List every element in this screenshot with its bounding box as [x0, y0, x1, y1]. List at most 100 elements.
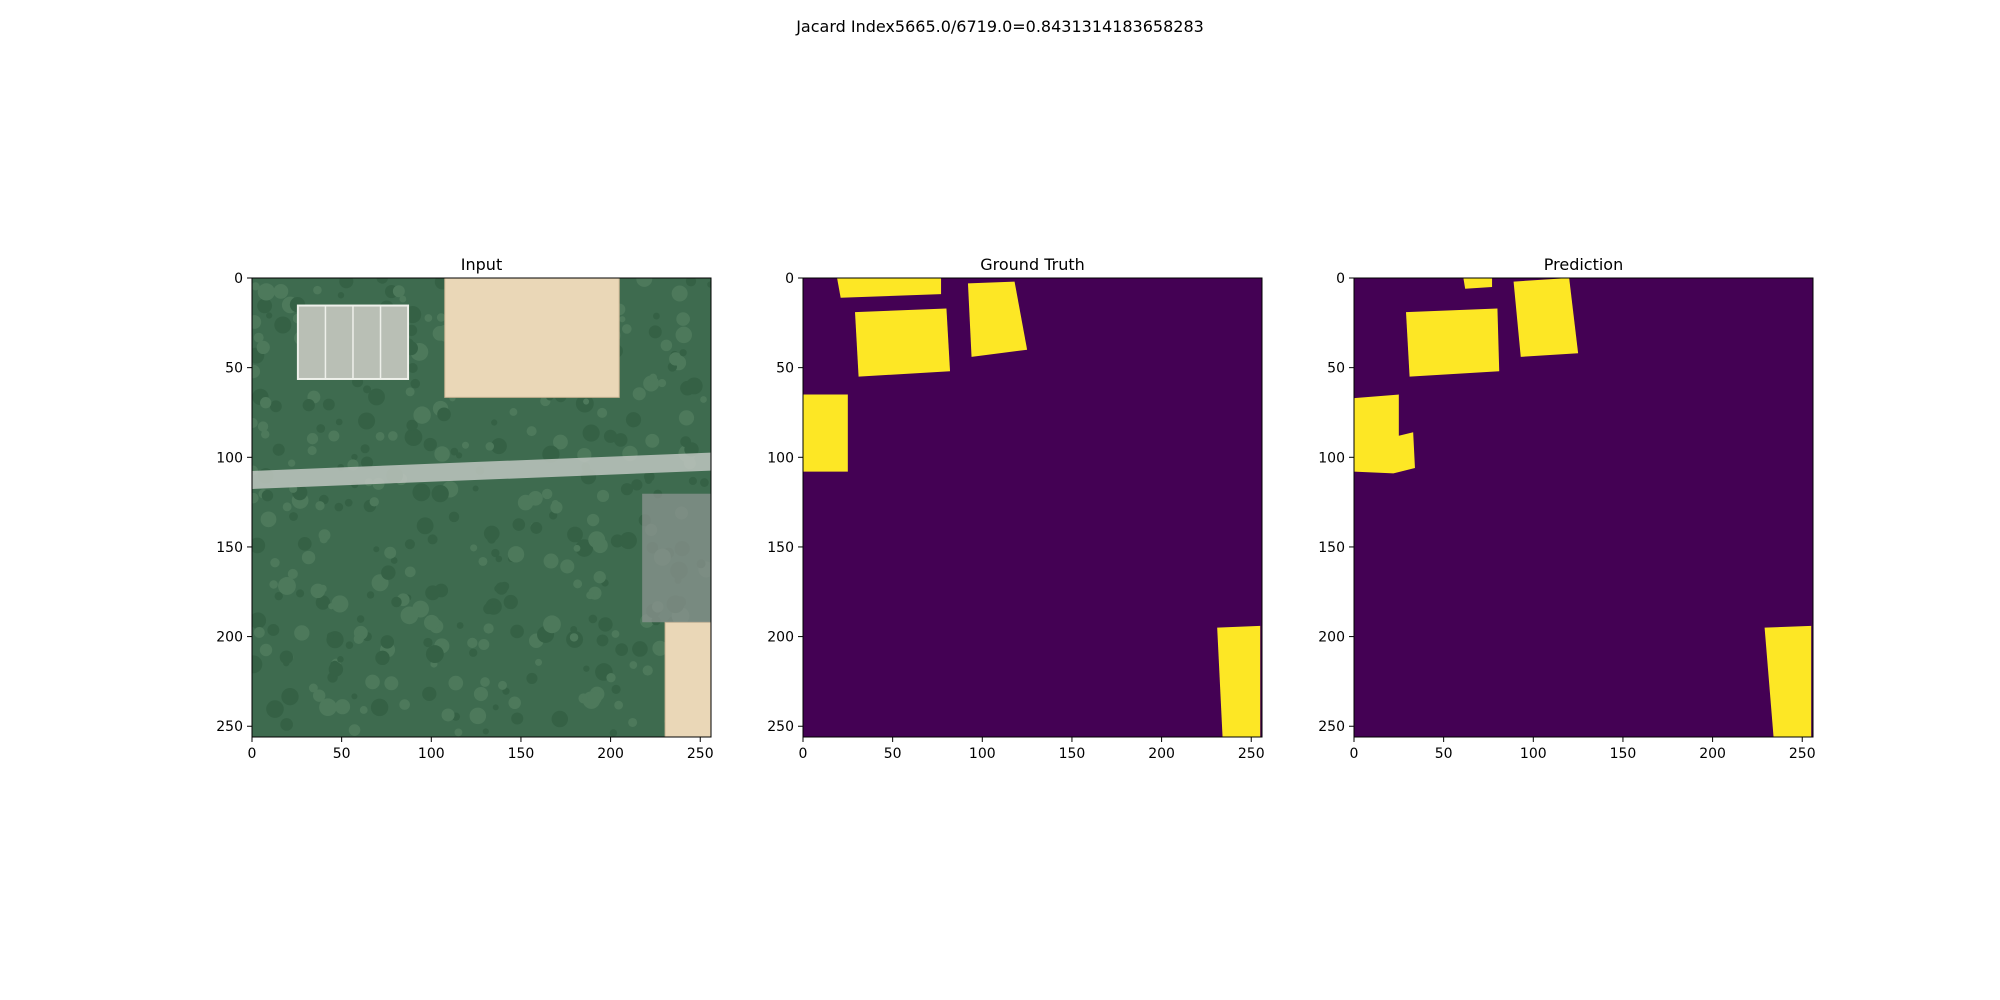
foliage-blob [252, 315, 262, 329]
foliage-blob [331, 595, 349, 613]
building-mask [1354, 394, 1415, 474]
foliage-blob [404, 428, 423, 447]
foliage-blob [392, 285, 405, 298]
foliage-blob [423, 637, 433, 648]
foliage-blob [388, 431, 398, 441]
foliage-blob [307, 446, 317, 456]
foliage-blob [253, 332, 264, 343]
x-tick-label: 100 [418, 746, 445, 762]
panel-prediction-axes: 0 50 100 150 200 250 0 50 100 150 200 250 [1318, 271, 1815, 762]
foliage-blob [461, 441, 470, 449]
y-tick-label: 100 [216, 450, 243, 466]
image-area [803, 278, 1262, 737]
y-tick-label: 200 [1318, 630, 1345, 646]
foliage-blob [283, 659, 290, 667]
foliage-blob [376, 278, 388, 284]
x-tick-label: 0 [799, 746, 808, 762]
x-tick-label: 50 [1435, 746, 1453, 762]
foliage-blob [407, 362, 418, 373]
foliage-blob [535, 658, 543, 666]
foliage-blob [416, 517, 434, 535]
bare-ground [642, 493, 711, 623]
foliage-blob [549, 511, 558, 520]
foliage-blob [629, 661, 638, 669]
foliage-blob [551, 710, 569, 728]
foliage-blob [593, 571, 606, 584]
x-tick-label: 150 [508, 746, 535, 762]
foliage-blob [573, 544, 581, 552]
foliage-blob [636, 278, 653, 287]
foliage-blob [289, 512, 298, 521]
foliage-blob [316, 424, 326, 433]
foliage-blob [441, 708, 455, 722]
foliage-blob [252, 655, 263, 674]
x-tick-label: 150 [1610, 746, 1637, 762]
axes-frame [802, 277, 1263, 738]
x-tick-label: 250 [1789, 746, 1816, 762]
foliage-blob [274, 316, 292, 334]
foliage-blob [508, 696, 521, 710]
foliage-blob [498, 680, 508, 690]
foliage-blob [622, 324, 632, 334]
foliage-blob [526, 672, 538, 684]
foliage-blob [410, 378, 421, 389]
x-tick-label: 0 [1350, 746, 1359, 762]
foliage-blob [436, 313, 446, 322]
foliage-blob [334, 699, 351, 715]
image-area [1354, 278, 1813, 737]
foliage-blob [586, 513, 600, 527]
foliage-blob [553, 434, 568, 450]
foliage-blob [278, 577, 296, 595]
foliage-blob [491, 419, 498, 426]
foliage-blob [360, 456, 374, 469]
foliage-blob [678, 410, 695, 426]
foliage-blob [437, 407, 451, 422]
foliage-blob [360, 444, 370, 454]
foliage-blob [270, 557, 280, 568]
foliage-blob [405, 387, 415, 397]
foliage-blob [257, 298, 273, 314]
foliage-blob [326, 632, 334, 640]
foliage-blob [344, 498, 353, 507]
foliage-blob [259, 397, 272, 409]
foliage-blob [339, 278, 354, 289]
panel-ground-truth: Ground Truth 0 50 100 150 200 250 0 50 100 150 200… [767, 255, 1264, 762]
foliage-blob [469, 707, 487, 725]
foliage-blob [450, 447, 459, 456]
foliage-blob [543, 553, 559, 569]
foliage-blob [423, 614, 440, 631]
foliage-blob [455, 452, 463, 459]
foliage-blob [573, 579, 583, 589]
axes-frame [251, 277, 712, 738]
foliage-blob [267, 624, 280, 636]
foliage-blob [253, 626, 265, 638]
foliage-blob [358, 412, 376, 430]
foliage-blob [400, 606, 419, 625]
x-tick-label: 200 [1148, 746, 1175, 762]
foliage-blob [649, 373, 658, 382]
foliage-blob [609, 729, 618, 737]
x-tick-label: 200 [597, 746, 624, 762]
y-tick-label: 150 [767, 540, 794, 556]
foliage-blob [509, 408, 518, 416]
foliage-blob [526, 426, 537, 437]
foliage-blob [257, 421, 269, 432]
foliage-blob [301, 550, 316, 565]
foliage-blob [296, 589, 305, 598]
y-tick-label: 250 [1318, 719, 1345, 735]
building-mask [1764, 625, 1812, 737]
foliage-blob [308, 683, 318, 693]
foliage-blob [614, 700, 623, 710]
foliage-blob [653, 312, 660, 320]
y-tick-label: 0 [785, 271, 794, 287]
x-tick-label: 150 [1059, 746, 1086, 762]
foliage-blob [310, 583, 326, 599]
y-tick-label: 200 [767, 630, 794, 646]
panel-prediction: Prediction 0 50 100 150 200 250 0 50 100 150 200 25… [1318, 255, 1815, 762]
building-mask [854, 308, 951, 377]
foliage-blob [328, 662, 344, 677]
building-mask [1405, 308, 1500, 377]
foliage-blob [351, 693, 358, 700]
foliage-blob [359, 706, 368, 714]
foliage-blob [596, 489, 610, 503]
